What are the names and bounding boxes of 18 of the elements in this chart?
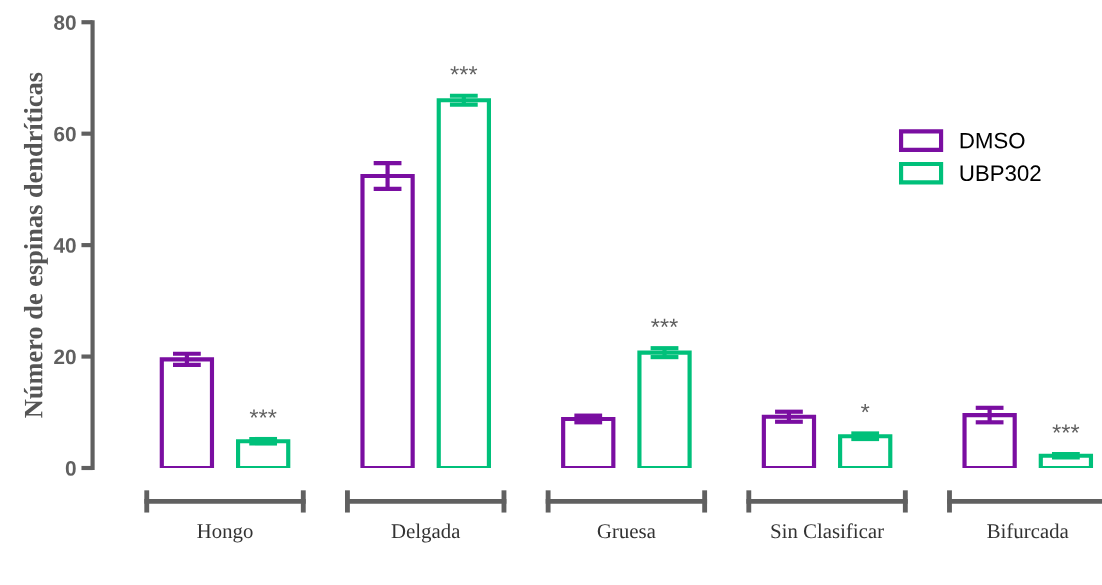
x-tick-label: Bifurcada	[987, 523, 1069, 539]
annotation: *	[860, 403, 870, 413]
y-tick-label: 60	[54, 126, 76, 142]
legend-label: DMSO	[960, 132, 1025, 149]
x-tick-label: Delgada	[391, 523, 461, 543]
y-tick-label: 20	[54, 349, 76, 365]
x-tick-label: Sin Clasificar	[771, 523, 884, 539]
annotation: ***	[1052, 424, 1080, 433]
x-tick-label: Hongo	[197, 524, 253, 543]
y-tick-label: 40	[53, 238, 76, 253]
y-axis-title: Número de espinas dendríticas	[23, 72, 48, 418]
annotation: ***	[450, 66, 478, 75]
annotation: ***	[249, 409, 277, 418]
legend-label: UBP302	[960, 165, 1041, 182]
x-tick-label: Gruesa	[597, 524, 656, 539]
y-tick-label: 80	[54, 15, 76, 30]
annotation: ***	[651, 318, 678, 327]
y-tick-label: 0	[65, 461, 76, 476]
